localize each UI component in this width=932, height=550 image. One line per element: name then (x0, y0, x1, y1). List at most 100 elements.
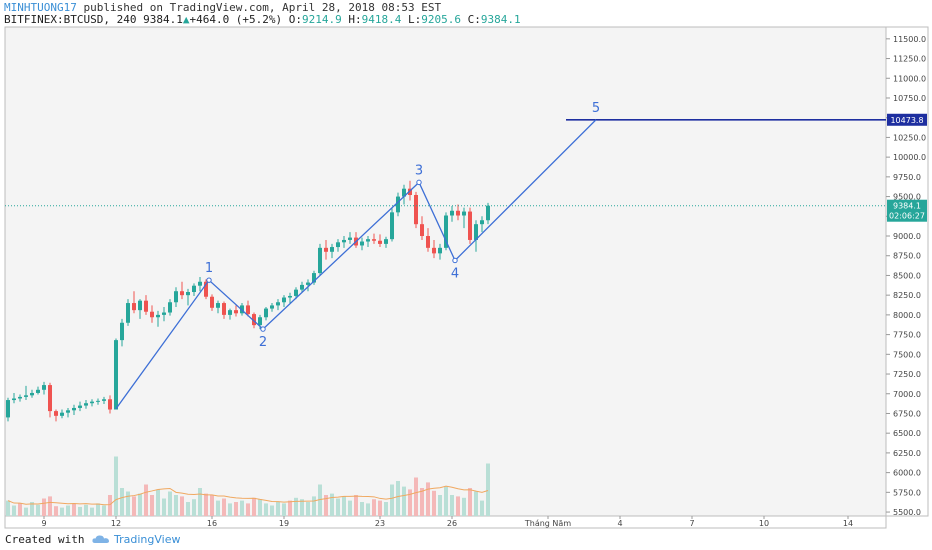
candle-body (120, 322, 124, 341)
candle-body (270, 305, 274, 309)
footer: Created with TradingView (0, 530, 932, 550)
candle-body (192, 285, 196, 293)
candle-body (468, 211, 472, 240)
candle-body (108, 399, 112, 410)
candle-body (12, 398, 16, 401)
wave-point[interactable] (206, 277, 212, 283)
candle-body (450, 210, 454, 216)
y-tick-label: 10250.0 (893, 133, 926, 142)
y-tick-label: 7750.0 (893, 331, 921, 340)
volume-bar (78, 506, 82, 516)
tradingview-brand[interactable]: TradingView (114, 533, 181, 546)
candle-body (456, 210, 460, 216)
candle-body (324, 247, 328, 252)
volume-bar (306, 502, 310, 516)
y-tick-label: 9500.0 (893, 193, 921, 202)
volume-bar (426, 482, 430, 516)
volume-bar (24, 507, 28, 516)
volume-bar (318, 484, 322, 516)
y-tick-label: 7250.0 (893, 370, 921, 379)
volume-bar (114, 456, 118, 516)
tradingview-cloud-icon (92, 535, 109, 543)
candle-body (126, 303, 130, 323)
volume-bar (336, 498, 340, 516)
volume-bar (204, 493, 208, 516)
volume-bar (126, 491, 130, 516)
volume-bar (444, 486, 448, 516)
volume-bar (372, 499, 376, 516)
volume-bar (270, 505, 274, 516)
volume-bar (174, 495, 178, 516)
low-value: 9205.6 (421, 13, 462, 26)
volume-bar (102, 505, 106, 516)
candle-body (318, 247, 322, 274)
candle-body (252, 314, 256, 326)
candle-body (342, 239, 346, 243)
volume-bar (486, 463, 490, 516)
candle-body (186, 292, 190, 296)
candles (6, 180, 490, 422)
volume-bar (186, 502, 190, 516)
candle-body (6, 400, 10, 418)
volume-bar (132, 496, 136, 516)
candle-body (180, 291, 184, 296)
wave-label-5: 5 (592, 101, 600, 116)
volume-bar (360, 502, 364, 516)
high-label: H: (348, 13, 362, 26)
last-price-tag (887, 199, 927, 222)
volume-bar (438, 495, 442, 516)
time-axis[interactable] (4, 515, 887, 529)
author-link[interactable]: MINHTUONG17 (4, 1, 77, 14)
price-axis[interactable] (885, 26, 929, 517)
volume-bar (294, 497, 298, 516)
y-tick-label: 6750.0 (893, 409, 921, 418)
wave-label-2: 2 (259, 335, 267, 350)
open-value: 9214.9 (302, 13, 342, 26)
y-tick-label: 8500.0 (893, 271, 921, 280)
volume-bar (216, 500, 220, 516)
x-tick-label: Tháng Năm (524, 519, 571, 528)
x-tick-label: 10 (759, 519, 769, 528)
candle-body (66, 410, 70, 413)
volume-bar (210, 495, 214, 516)
candle-body (408, 188, 412, 195)
volume-bar (84, 504, 88, 516)
y-tick-label: 8250.0 (893, 291, 921, 300)
candle-body (222, 303, 226, 315)
x-tick-label: 7 (689, 519, 694, 528)
candle-body (360, 241, 364, 246)
candle-body (414, 194, 418, 225)
volume-bar (138, 493, 142, 516)
wave-point[interactable] (416, 179, 422, 186)
published-text: published on TradingView.com, April 28, … (83, 1, 442, 14)
volume-bar (54, 506, 58, 516)
candle-body (60, 412, 64, 416)
volume-bar (474, 491, 478, 516)
elliott-wave-line[interactable] (115, 119, 597, 410)
volume-ma-line (7, 485, 489, 506)
wave-point[interactable] (260, 326, 266, 332)
plot-area[interactable] (4, 26, 887, 517)
candle-body (486, 205, 490, 221)
wave-point[interactable] (452, 257, 458, 264)
x-tick-label: 9 (41, 519, 46, 528)
volume-bar (168, 491, 172, 516)
annotations: 1 2 3 4 5 (5, 101, 886, 410)
volume-bar (384, 502, 388, 516)
volume-bar (456, 496, 460, 516)
y-tick-label: 7000.0 (893, 390, 921, 399)
y-tick-label: 6250.0 (893, 449, 921, 458)
candle-body (204, 281, 208, 297)
volume-bar (276, 502, 280, 516)
candle-body (306, 282, 310, 285)
price-chart[interactable]: 11500.011250.011000.010750.010500.010250… (0, 0, 932, 530)
y-tick-label: 8000.0 (893, 311, 921, 320)
volume-bar (144, 484, 148, 516)
candle-body (438, 247, 442, 254)
volume-bar (108, 495, 112, 516)
candle-body (228, 310, 232, 315)
candle-body (72, 407, 76, 411)
x-tick-label: 26 (447, 519, 457, 528)
volume-bar (246, 503, 250, 516)
candle-body (312, 273, 316, 283)
